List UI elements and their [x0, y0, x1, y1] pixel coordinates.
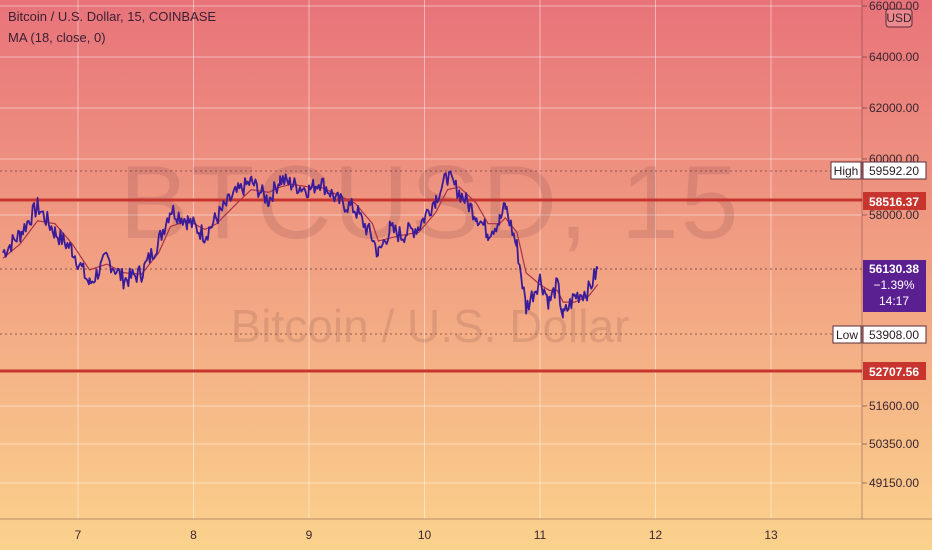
time-tick-label: 10: [418, 528, 432, 542]
price-tick-label: 66000.00: [869, 0, 919, 13]
support-tag-box: [863, 362, 926, 380]
time-tick-label: 9: [306, 528, 313, 542]
time-tick-label: 7: [75, 528, 82, 542]
currency-badge-label: USD: [886, 11, 912, 25]
high-marker-label-box: [830, 161, 862, 180]
grid: [0, 0, 862, 519]
current-price-change: −1.39%: [873, 278, 914, 292]
low-marker-value-box: [862, 325, 927, 344]
high-marker[interactable]: High 59592.20: [830, 161, 927, 180]
horizontal-levels: [0, 170, 862, 373]
currency-badge-box: [885, 8, 913, 28]
support-tag-value: 52707.56: [869, 365, 919, 379]
price-tick-label: 64000.00: [869, 50, 919, 64]
current-price-countdown: 14:17: [879, 294, 909, 308]
resistance-tag[interactable]: 58516.37: [863, 192, 926, 210]
time-scale[interactable]: 7 8 9 10 11 12 13: [0, 518, 932, 542]
price-tick-label: 58000.00: [869, 208, 919, 222]
low-marker[interactable]: Low 53908.00: [832, 325, 927, 344]
price-scale[interactable]: 66000.0064000.0062000.0060000.0058000.00…: [862, 0, 919, 490]
time-tick-label: 11: [534, 528, 547, 542]
high-marker-label: High: [834, 164, 859, 178]
resistance-tag-value: 58516.37: [869, 195, 919, 209]
low-marker-label-box: [832, 325, 862, 344]
time-tick-label: 12: [649, 528, 663, 542]
time-tick-label: 13: [764, 528, 778, 542]
resistance-tag-box: [863, 192, 926, 210]
price-series-line: [2, 170, 599, 319]
current-price-tag-box: [863, 260, 926, 312]
price-tick-label: 49150.00: [869, 476, 919, 490]
low-marker-label: Low: [836, 328, 858, 342]
current-price-value: 56130.38: [869, 262, 919, 276]
symbol-title[interactable]: Bitcoin / U.S. Dollar, 15, COINBASE: [8, 9, 217, 24]
support-tag[interactable]: 52707.56: [863, 362, 926, 380]
watermark-ticker: BTCUSD, 15: [119, 145, 740, 261]
low-marker-value: 53908.00: [869, 328, 919, 342]
ma-indicator-label[interactable]: MA (18, close, 0): [8, 30, 106, 45]
price-tick-label: 51600.00: [869, 399, 919, 413]
price-tick-label: 50350.00: [869, 437, 919, 451]
high-marker-value-box: [862, 161, 927, 180]
currency-badge[interactable]: USD: [885, 8, 913, 28]
series-layer: [2, 170, 599, 319]
price-tick-label: 62000.00: [869, 101, 919, 115]
time-tick-label: 8: [190, 528, 197, 542]
current-price-tag[interactable]: 56130.38 −1.39% 14:17: [863, 260, 926, 312]
high-marker-value: 59592.20: [869, 164, 919, 178]
